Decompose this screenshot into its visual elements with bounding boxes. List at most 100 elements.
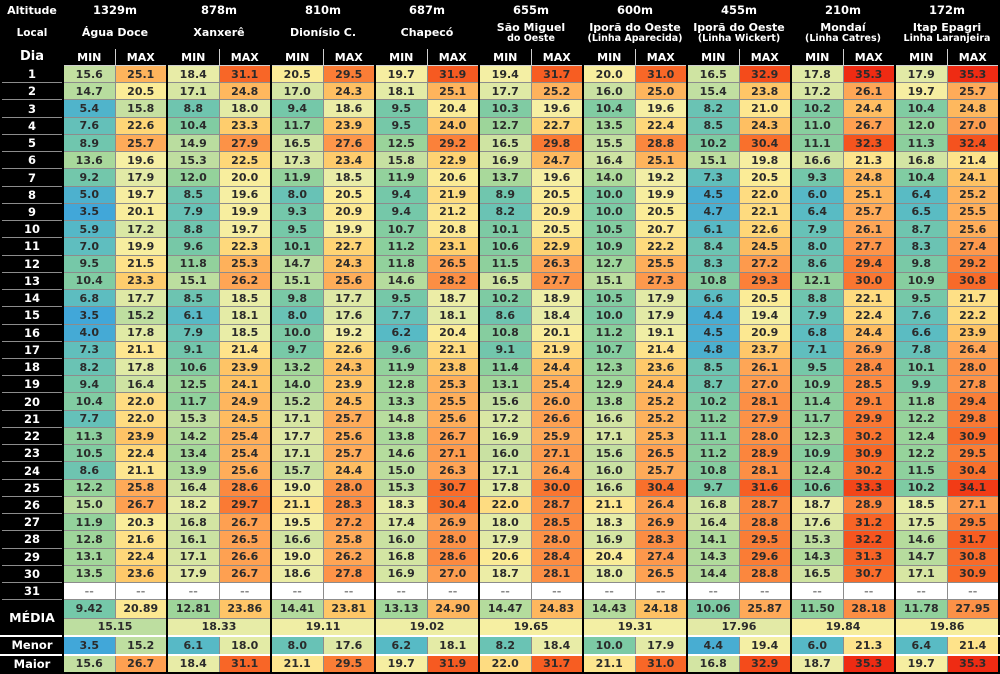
media-overall-cell: 18.33 [166, 617, 272, 637]
temp-cell-max: 29.4 [842, 254, 896, 273]
temp-cell-max: 26.6 [218, 547, 272, 566]
maior-cell-max: 31.9 [426, 653, 480, 674]
temp-cell-max: 19.9 [322, 220, 376, 239]
temp-cell-min: 15.1 [686, 151, 740, 170]
temp-cell-max: 28.8 [738, 564, 792, 584]
table-row: 12 9.5 21.5 11.8 25.3 14.7 24.3 11.8 26.5 11.5 26.… [0, 254, 1000, 273]
media-minmax-row: MÉDIA 9.42 20.89 12.81 23.86 14.41 23.81 13.13 2… [0, 599, 1000, 637]
temp-cell-min: 7.6 [894, 306, 948, 325]
temp-cell-max: 31.3 [842, 547, 896, 566]
temp-cell-max: 26.1 [842, 220, 896, 239]
temp-cell-max: 19.2 [634, 168, 688, 187]
temp-cell-min: 11.4 [790, 392, 844, 411]
menor-cell-min: 4.4 [686, 635, 740, 656]
temp-cell-max: 20.5 [634, 202, 688, 222]
temp-cell-max: 26.9 [842, 340, 896, 359]
temp-cell-min: 8.9 [478, 185, 532, 204]
temp-cell-min: 11.8 [894, 392, 948, 411]
temp-cell-max: 30.9 [946, 564, 1000, 584]
maior-row: Maior 15.6 26.7 18.4 31.1 21.1 29.5 19.7 31.9 22.… [0, 653, 1000, 674]
temp-cell-max: 30.4 [634, 478, 688, 497]
temp-cell-min: 12.8 [62, 530, 116, 549]
temp-cell-max: 19.2 [322, 323, 376, 342]
altitude-value: 172m [894, 0, 1000, 19]
temp-cell-max: 20.4 [426, 323, 480, 342]
temp-cell-min: 16.8 [166, 513, 220, 532]
temp-cell-max: 22.4 [114, 444, 168, 463]
location-header: Mondaí (Linha Catres) [790, 18, 896, 49]
temp-cell-min: 11.3 [894, 133, 948, 153]
temp-cell-max: 29.2 [946, 254, 1000, 273]
temp-cell-min: 21.1 [270, 495, 324, 515]
temp-cell-max: 27.6 [322, 133, 376, 153]
temp-cell-max: -- [530, 582, 584, 601]
table-row: 18 8.2 17.8 10.6 23.9 13.2 24.3 11.9 23.8 11.4 24.… [0, 357, 1000, 377]
temp-cell-max: 18.6 [322, 99, 376, 118]
temp-cell-min: 20.0 [582, 64, 636, 84]
temp-cell-min: 8.6 [790, 254, 844, 273]
temp-cell-max: 28.9 [738, 444, 792, 463]
table-row: 1 15.6 25.1 18.4 31.1 20.5 29.5 19.7 31.9 19.4 31.… [0, 64, 1000, 84]
max-column-header: MAX [218, 48, 272, 66]
temp-cell-min: 8.6 [478, 306, 532, 325]
day-label: 24 [0, 461, 64, 480]
table-row: 11 7.0 19.9 9.6 22.3 10.1 22.7 11.2 23.1 10.6 22.9… [0, 237, 1000, 256]
temp-cell-min: 16.6 [582, 478, 636, 497]
temp-cell-min: 6.1 [686, 220, 740, 239]
temp-cell-min: 16.9 [478, 426, 532, 446]
temp-cell-max: 24.5 [738, 237, 792, 256]
temp-cell-min: -- [270, 582, 324, 601]
temp-cell-max: 23.4 [322, 151, 376, 170]
location-name-line2: Linha Laranjeira [903, 33, 991, 45]
min-column-header: MIN [894, 48, 948, 66]
media-cell-min: 13.13 [374, 599, 428, 619]
maior-cell-max: 35.3 [946, 653, 1000, 674]
temp-cell-min: 18.3 [582, 513, 636, 532]
temp-cell-min: 10.8 [686, 461, 740, 480]
temp-cell-min: 9.6 [374, 340, 428, 359]
temp-cell-max: 27.7 [530, 271, 584, 291]
temp-cell-min: 11.9 [270, 168, 324, 187]
temp-cell-min: 17.5 [894, 513, 948, 532]
temp-cell-max: 25.1 [634, 151, 688, 170]
temp-cell-min: 6.6 [894, 323, 948, 342]
temp-cell-max: 19.6 [114, 151, 168, 170]
temp-cell-max: 25.2 [634, 409, 688, 428]
temp-cell-max: 31.0 [634, 64, 688, 84]
temp-cell-max: 24.1 [946, 168, 1000, 187]
temp-cell-max: 24.4 [634, 375, 688, 394]
max-column-header: MAX [322, 48, 376, 66]
temp-cell-min: 6.8 [62, 289, 116, 308]
maior-cell-min: 21.1 [582, 653, 636, 674]
temp-cell-min: 17.8 [478, 478, 532, 497]
temp-cell-min: 8.5 [166, 289, 220, 308]
temp-cell-min: -- [686, 582, 740, 601]
temp-cell-min: 15.1 [582, 271, 636, 291]
temp-cell-max: 29.6 [738, 547, 792, 566]
temp-cell-min: 15.4 [686, 82, 740, 101]
temp-cell-max: 28.3 [322, 495, 376, 515]
temp-cell-min: 20.6 [478, 547, 532, 566]
media-cell-min: 14.43 [582, 599, 636, 619]
temp-cell-max: 23.8 [426, 357, 480, 377]
day-label: 26 [0, 495, 64, 515]
temp-cell-min: 12.4 [894, 426, 948, 446]
temp-cell-min: 11.1 [686, 426, 740, 446]
temp-cell-max: 22.5 [218, 151, 272, 170]
temp-cell-max: 24.4 [842, 99, 896, 118]
max-column-header: MAX [946, 48, 1000, 66]
temp-cell-min: 14.6 [894, 530, 948, 549]
temp-cell-min: 10.4 [582, 99, 636, 118]
temp-cell-max: 20.5 [738, 168, 792, 187]
temp-cell-max: 29.8 [946, 409, 1000, 428]
temp-cell-min: 10.8 [478, 323, 532, 342]
temp-cell-min: 7.6 [62, 116, 116, 135]
temp-cell-max: 22.2 [946, 306, 1000, 325]
temp-cell-min: 17.7 [478, 82, 532, 101]
temp-cell-max: 28.0 [322, 478, 376, 497]
temp-cell-min: 17.4 [374, 513, 428, 532]
temp-cell-max: 26.7 [426, 426, 480, 446]
temp-cell-min: 7.1 [790, 340, 844, 359]
temp-cell-min: 6.4 [790, 202, 844, 222]
temp-cell-max: 28.1 [738, 392, 792, 411]
